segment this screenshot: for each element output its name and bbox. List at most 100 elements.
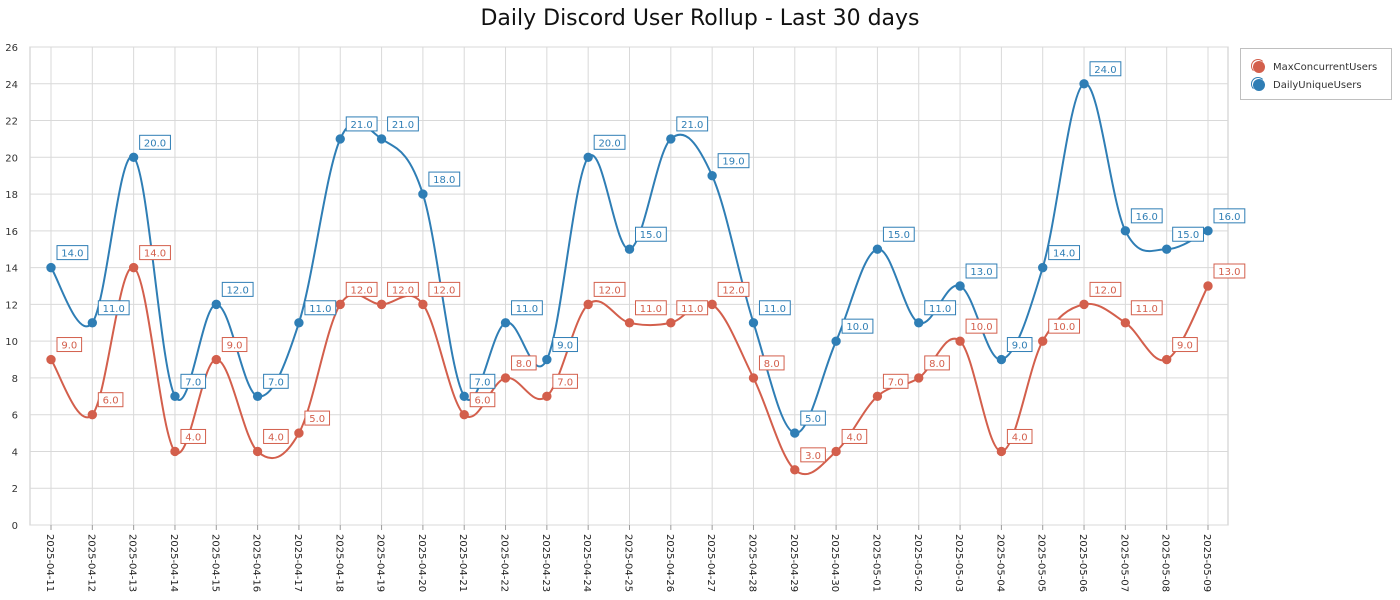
data-label: 11.0 bbox=[758, 300, 791, 316]
data-point bbox=[459, 391, 469, 402]
data-label: 9.0 bbox=[1172, 337, 1198, 353]
data-point bbox=[335, 299, 345, 310]
data-label-text: 11.0 bbox=[764, 304, 786, 315]
data-label-text: 11.0 bbox=[929, 304, 951, 315]
data-label: 11.0 bbox=[924, 300, 957, 316]
data-point bbox=[1161, 244, 1172, 254]
data-label-text: 19.0 bbox=[722, 157, 744, 168]
data-label: 14.0 bbox=[139, 245, 171, 261]
data-label-box bbox=[428, 171, 461, 187]
data-point bbox=[128, 262, 139, 273]
data-label-box bbox=[758, 300, 791, 316]
x-tick-label: 2025-05-07 bbox=[1118, 534, 1129, 592]
data-label-text: 9.0 bbox=[61, 341, 77, 352]
data-label-box bbox=[841, 318, 874, 334]
x-tick-label: 2025-04-13 bbox=[127, 534, 138, 592]
data-label: 4.0 bbox=[841, 428, 868, 444]
data-label: 16.0 bbox=[1213, 208, 1246, 224]
data-label: 7.0 bbox=[552, 373, 578, 389]
data-label-box bbox=[345, 116, 378, 132]
data-label-text: 11.0 bbox=[681, 304, 703, 315]
data-point bbox=[790, 465, 800, 475]
data-label-box bbox=[635, 226, 667, 242]
data-label: 9.0 bbox=[552, 337, 578, 353]
data-label-text: 14.0 bbox=[61, 249, 83, 260]
data-label-box bbox=[1213, 208, 1246, 224]
data-point bbox=[252, 391, 263, 402]
data-point bbox=[707, 170, 717, 181]
data-point bbox=[624, 244, 635, 254]
data-label: 15.0 bbox=[635, 226, 667, 242]
data-point bbox=[955, 281, 965, 291]
data-label-box bbox=[1006, 428, 1033, 444]
data-label-text: 4.0 bbox=[185, 432, 201, 443]
data-label-text: 11.0 bbox=[516, 304, 538, 315]
data-label-box bbox=[758, 355, 785, 371]
data-point bbox=[294, 318, 304, 328]
legend-item-series-0[interactable]: MaxConcurrentUsers bbox=[1251, 59, 1377, 75]
data-label-box bbox=[304, 410, 331, 426]
data-point bbox=[1120, 226, 1131, 236]
data-label-text: 8.0 bbox=[516, 359, 532, 370]
data-label: 13.0 bbox=[965, 263, 998, 279]
data-label: 9.0 bbox=[221, 337, 248, 353]
data-label-text: 7.0 bbox=[557, 377, 573, 388]
legend-marker-arc bbox=[1251, 77, 1265, 91]
data-point bbox=[46, 354, 56, 365]
data-label-text: 9.0 bbox=[557, 341, 573, 352]
data-label-box bbox=[387, 281, 419, 297]
y-tick-label: 12 bbox=[5, 300, 18, 311]
data-label-text: 4.0 bbox=[1012, 432, 1028, 443]
data-label-box bbox=[97, 300, 130, 316]
x-tick-label: 2025-04-24 bbox=[581, 534, 592, 592]
data-label: 8.0 bbox=[924, 355, 950, 371]
data-label-text: 15.0 bbox=[640, 230, 662, 241]
legend-item-series-1[interactable]: DailyUniqueUsers bbox=[1251, 77, 1362, 93]
x-tick-label: 2025-05-09 bbox=[1201, 534, 1212, 592]
data-label-box bbox=[965, 318, 998, 334]
data-label-box bbox=[469, 392, 496, 408]
data-point bbox=[914, 373, 924, 383]
data-label-text: 7.0 bbox=[268, 377, 284, 388]
data-label-text: 18.0 bbox=[433, 175, 455, 186]
x-tick-label: 2025-04-28 bbox=[746, 534, 757, 592]
data-label: 4.0 bbox=[1006, 428, 1033, 444]
data-label-box bbox=[676, 300, 709, 316]
x-tick-label: 2025-04-14 bbox=[168, 534, 179, 592]
y-tick-label: 20 bbox=[5, 153, 18, 164]
data-point bbox=[87, 409, 98, 420]
data-label-text: 9.0 bbox=[227, 341, 243, 352]
legend-marker-icon bbox=[1251, 59, 1267, 75]
data-label: 18.0 bbox=[428, 171, 461, 187]
data-label-box bbox=[263, 373, 289, 389]
data-point bbox=[1038, 262, 1048, 273]
data-label-text: 14.0 bbox=[144, 249, 166, 260]
y-tick-label: 14 bbox=[5, 264, 18, 275]
y-tick-label: 16 bbox=[5, 227, 18, 238]
data-label-box bbox=[593, 281, 626, 297]
data-label-box bbox=[593, 134, 626, 150]
data-label: 24.0 bbox=[1089, 61, 1122, 77]
data-label-text: 4.0 bbox=[268, 432, 284, 443]
data-label-box bbox=[304, 300, 337, 316]
data-label: 7.0 bbox=[263, 373, 289, 389]
data-label-box bbox=[345, 281, 378, 297]
data-point bbox=[1120, 318, 1131, 328]
data-label-box bbox=[635, 300, 667, 316]
x-tick-label: 2025-05-02 bbox=[912, 534, 923, 592]
data-point bbox=[376, 299, 387, 310]
data-label: 12.0 bbox=[221, 281, 254, 297]
data-label: 12.0 bbox=[345, 281, 378, 297]
y-tick-label: 10 bbox=[5, 337, 18, 348]
data-label: 12.0 bbox=[387, 281, 419, 297]
data-label: 21.0 bbox=[387, 116, 419, 132]
data-label-text: 8.0 bbox=[929, 359, 945, 370]
chart-title: Daily Discord User Rollup - Last 30 days bbox=[480, 6, 920, 31]
data-label: 7.0 bbox=[882, 373, 909, 389]
x-tick-label: 2025-04-15 bbox=[209, 534, 220, 592]
x-tick-label: 2025-04-16 bbox=[251, 534, 262, 592]
series-layer bbox=[46, 79, 1213, 476]
data-label-box bbox=[139, 134, 171, 150]
data-point bbox=[790, 428, 800, 438]
